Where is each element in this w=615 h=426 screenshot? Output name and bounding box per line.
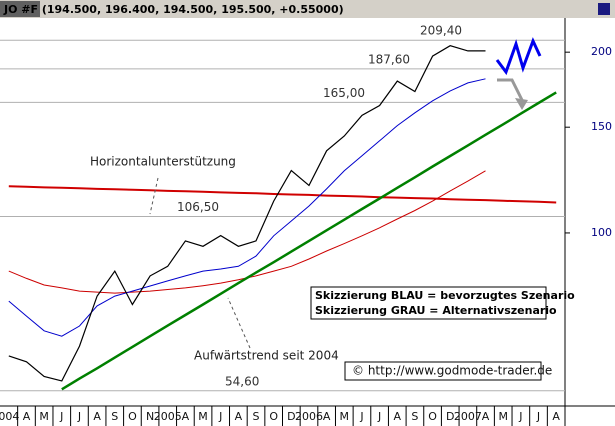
series-line (8, 45, 486, 382)
x-tick-label: M (198, 410, 208, 423)
button[interactable] (598, 3, 610, 15)
scenario-gray (497, 78, 524, 101)
x-tick-label: 004 (0, 410, 19, 423)
x-tick-label: S (111, 410, 118, 423)
x-tick-label: A (552, 410, 560, 423)
annotation: Horizontalunterstützung (90, 155, 236, 169)
series-line (8, 185, 557, 204)
note-box (310, 286, 547, 320)
x-tick-label: O (428, 410, 437, 423)
x-tick-label: J (377, 410, 381, 423)
x-tick-label: A (235, 410, 243, 423)
x-axis-area (0, 406, 615, 426)
x-tick-label: D (446, 410, 454, 423)
x-tick-label: M (498, 410, 508, 423)
x-tick-label: A (323, 410, 331, 423)
x-tick-label: A (394, 410, 402, 423)
level-label: 187,60 (368, 52, 410, 66)
x-tick-label: M (39, 410, 49, 423)
source: © http://www.godmode-trader.de (352, 364, 552, 378)
x-tick-label: N (146, 410, 154, 423)
x-tick-label: A (93, 410, 101, 423)
x-tick-label: J (77, 410, 81, 423)
annotation: Skizzierung BLAU = bevorzugtes Szenario (315, 289, 575, 302)
x-tick-label: A (182, 410, 190, 423)
x-tick-label: J (59, 410, 63, 423)
scenario-arrow (515, 98, 528, 110)
scenario-blue (495, 37, 542, 76)
x-tick-label: S (253, 410, 260, 423)
symbol-box (0, 1, 40, 17)
level-label: 54,60 (225, 374, 259, 388)
y-tick-label: 200 (591, 45, 612, 58)
x-tick-label: 2007 (454, 410, 482, 423)
x-tick-label: 2005 (154, 410, 182, 423)
x-tick-label: J (536, 410, 540, 423)
annotation: Skizzierung GRAU = Alternativszenario (315, 304, 557, 317)
x-tick-label: J (518, 410, 522, 423)
source-box (344, 361, 542, 381)
annotation: Aufwärtstrend seit 2004 (194, 349, 339, 363)
x-tick-label: O (269, 410, 278, 423)
y-tick-label: 100 (591, 226, 612, 239)
series-line (8, 78, 486, 337)
x-tick-label: J (359, 410, 363, 423)
x-tick-label: O (128, 410, 137, 423)
x-tick-label: D (287, 410, 295, 423)
x-tick-label: J (218, 410, 222, 423)
x-tick-label: 2006 (295, 410, 323, 423)
level-label: 165,00 (323, 86, 365, 100)
series-line (61, 91, 557, 391)
x-tick-label: M (340, 410, 350, 423)
title-bar (0, 0, 615, 18)
level-label: 106,50 (177, 200, 219, 214)
y-tick-label: 150 (591, 120, 612, 133)
header: JO #F (194.500, 196.400, 194.500, 195.50… (3, 3, 344, 16)
callout (149, 177, 159, 215)
x-tick-label: A (482, 410, 490, 423)
level-label: 209,40 (420, 24, 462, 38)
x-tick-label: A (23, 410, 31, 423)
x-tick-label: S (411, 410, 418, 423)
y-axis-area (565, 18, 615, 406)
